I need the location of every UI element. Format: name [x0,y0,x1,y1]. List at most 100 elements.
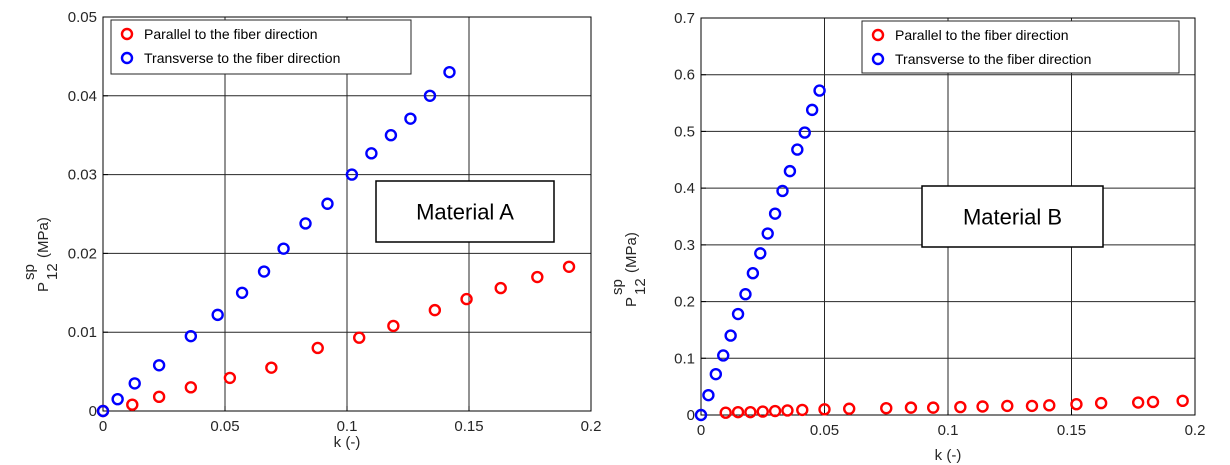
y-tick-label: 0.03 [68,167,97,184]
y-tick-label: 0.02 [68,245,97,262]
x-tick-label: 0.05 [210,418,239,435]
legend-label: Parallel to the fiber direction [895,27,1069,43]
x-tick-label: 0.2 [1185,422,1206,439]
data-point [387,319,400,333]
data-point [731,307,745,321]
data-point [702,388,715,402]
data-point [818,403,831,416]
data-point [904,401,918,414]
legend-label: Transverse to the fiber direction [895,51,1091,67]
y-axis-label: P 12 sp (MPa) [609,232,649,307]
data-point [1025,399,1039,413]
x-axis-label: k (-) [935,447,962,464]
data-point [717,349,730,362]
y-tick-label: 0.2 [674,294,695,311]
data-point [694,408,708,422]
data-point [813,84,826,97]
data-point [805,103,819,117]
annotation: Material A [375,180,555,243]
data-point [731,405,745,419]
data-point [257,265,271,278]
data-point [184,329,198,343]
legend-marker [120,27,134,41]
y-tick-label: 0.7 [674,10,695,27]
x-tick-label: 0.15 [454,418,483,435]
y-tick-label: 0.5 [674,123,695,140]
y-axis-label-main: P [623,297,640,307]
legend: Parallel to the fiber direction Transvers… [110,19,412,75]
y-tick-label: 0.01 [68,324,97,341]
data-point [211,308,224,322]
data-point [1094,396,1108,410]
data-point [976,400,989,413]
data-point [796,403,809,417]
data-point [1176,394,1189,408]
data-point [709,367,723,381]
data-point [111,392,124,406]
annotation: Material B [921,185,1104,248]
data-point [184,381,198,394]
data-point [223,371,237,385]
data-point [776,184,789,198]
data-point [1070,398,1083,411]
x-tick-label: 0 [99,418,107,435]
annotation-box [921,185,1104,248]
data-point [126,398,139,411]
y-axis-label-sup: sp [609,279,626,295]
y-axis-label-unit: (MPa) [35,217,52,258]
y-axis-label-sub: 12 [632,278,649,295]
legend-box [861,20,1180,74]
data-point [768,207,782,220]
y-axis-label-unit: (MPa) [623,232,640,273]
chart-panel-1: 0 0.05 0.1 0.15 0.2 0 0.01 0.02 0.03 0.04 0.05 k (-… [21,9,601,451]
data-point [311,341,324,355]
y-tick-label: 0 [89,403,97,420]
y-axis-label-sup: sp [21,264,38,280]
chart-panel-2: 0 0.05 0.1 0.15 0.2 0 0.1 0.2 0.3 0.4 0.5 0.6 0.7 k (… [609,10,1205,464]
data-point [724,329,737,342]
series-transverse [694,84,826,422]
data-point [744,405,757,419]
y-tick-label: 0.6 [674,67,695,84]
y-tick-label: 0 [687,407,695,424]
data-point [1131,396,1145,409]
data-point [345,168,359,181]
y-axis-label-sub: 12 [44,263,61,280]
data-point [739,287,752,301]
annotation-label: Material A [416,200,514,225]
x-tick-label: 0.15 [1057,422,1086,439]
data-point [791,143,804,156]
data-point [277,242,290,255]
x-tick-label: 0.1 [337,418,358,435]
data-point [954,400,967,414]
annotation-box [375,180,555,243]
y-tick-label: 0.05 [68,9,97,26]
data-point [768,404,782,418]
data-point [299,217,312,230]
series-parallel [719,394,1189,419]
legend-label: Parallel to the fiber direction [144,26,318,42]
y-tick-label: 0.3 [674,237,695,254]
y-axis-label: P 12 sp (MPa) [21,217,61,292]
data-point [761,227,774,240]
legend-box [110,19,412,75]
legend-marker [120,51,134,65]
y-tick-label: 0.4 [674,180,695,197]
data-point [562,260,576,273]
data-point [783,164,797,178]
data-point [494,281,507,295]
data-point [843,402,856,415]
x-tick-label: 0.1 [938,422,959,439]
y-tick-label: 0.04 [68,88,97,105]
data-point [265,361,278,374]
data-point [404,112,417,125]
data-point [423,89,437,103]
x-tick-label: 0 [697,422,705,439]
data-point [152,390,166,404]
x-tick-label: 0.2 [581,418,602,435]
data-point [926,401,940,414]
data-point [353,331,366,344]
data-point [754,247,767,260]
legend-marker [871,52,885,66]
